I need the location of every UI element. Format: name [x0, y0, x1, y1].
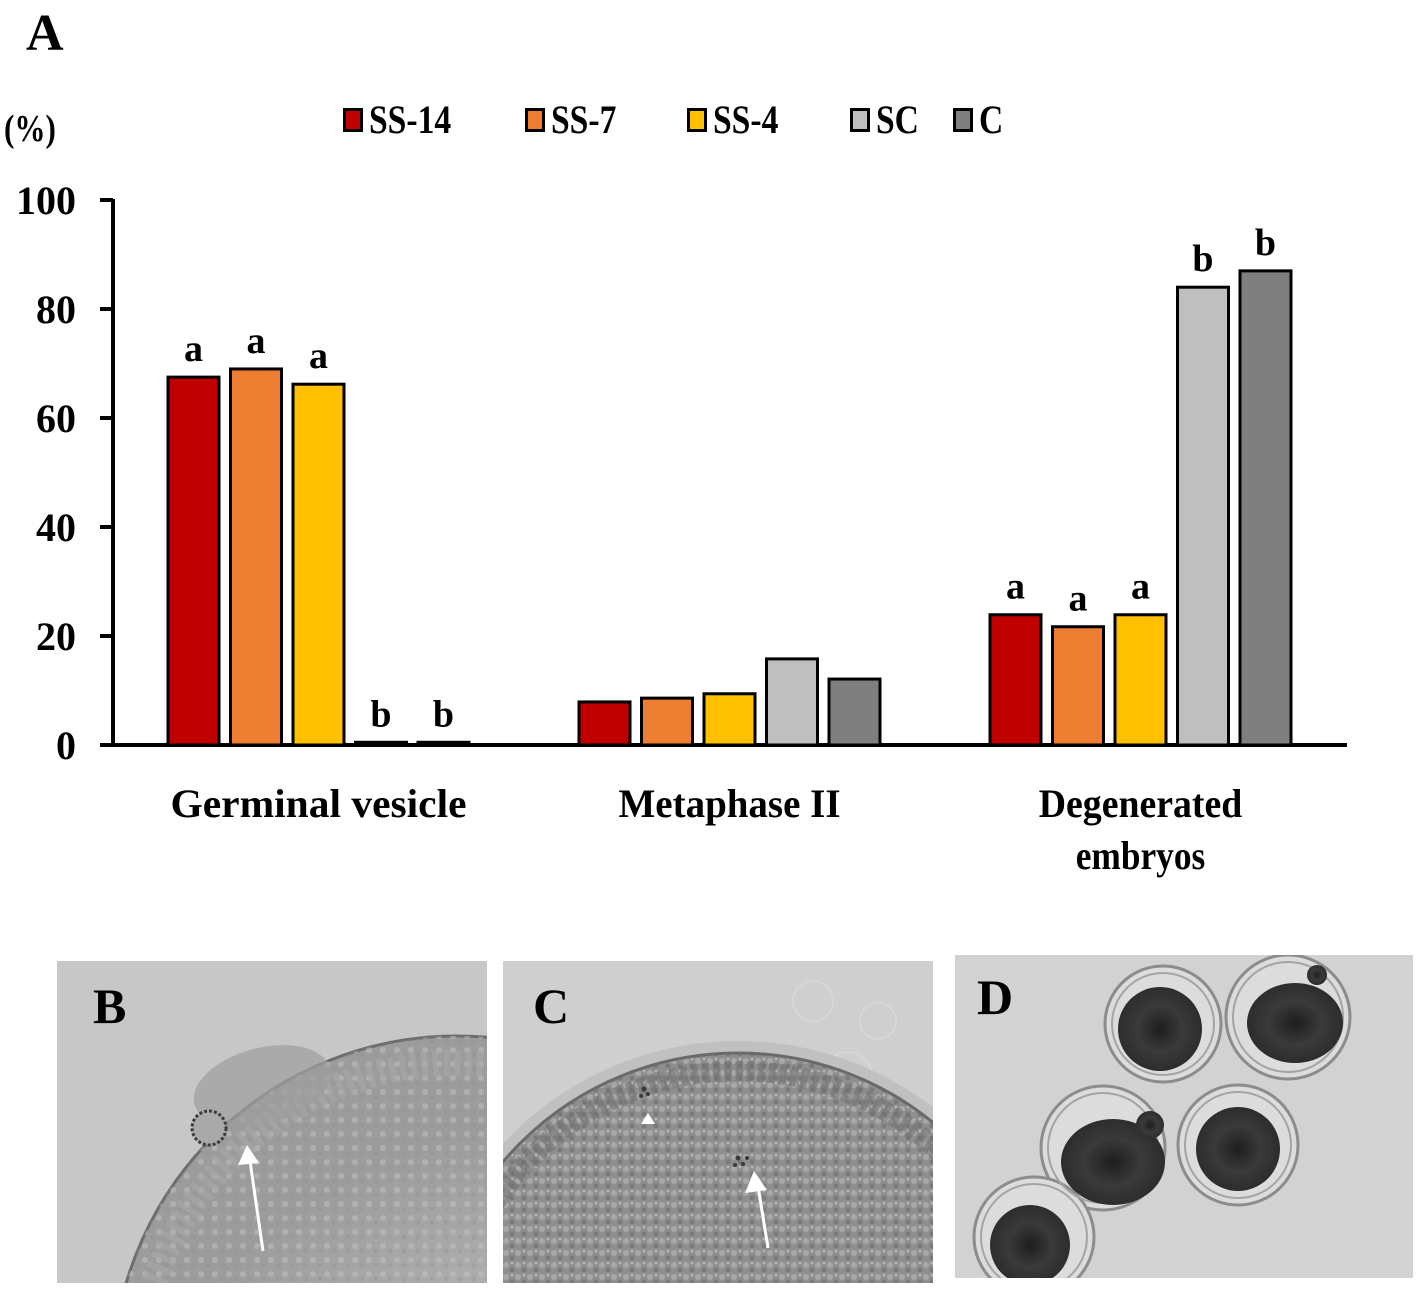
legend-item-ss4: SS-4 [687, 98, 791, 142]
significance-letter: a [1006, 566, 1025, 608]
bar-sc-0 [354, 740, 408, 747]
y-tick-label: 60 [36, 396, 76, 441]
bar-series [166, 269, 1293, 747]
micrograph-d-image [955, 955, 1413, 1278]
legend-item-ss7: SS-7 [525, 98, 629, 142]
bar-c-0 [416, 740, 471, 747]
legend-item-c: C [953, 98, 1008, 142]
legend-label: SS-14 [369, 97, 452, 142]
legend-swatch-ss14 [343, 108, 363, 132]
bar-ss-14-1 [577, 700, 632, 747]
bar-sc-1 [765, 657, 819, 747]
legend-swatch-sc [850, 108, 870, 132]
y-axis-unit-label: (%) [4, 108, 56, 150]
bar-ss-14-0 [166, 375, 221, 747]
significance-letter: b [1255, 222, 1276, 264]
micrograph-c-metaphase-ii: C [503, 961, 933, 1283]
chart-legend: SS-14 SS-7 SS-4 SC C [0, 98, 1418, 142]
legend-label: C [979, 97, 1004, 142]
y-tick-label: 40 [36, 505, 76, 550]
significance-letter: a [1069, 578, 1088, 620]
legend-label: SS-4 [713, 97, 779, 142]
bar-ss-7-2 [1051, 625, 1105, 747]
legend-swatch-ss4 [687, 108, 707, 132]
significance-letter: a [184, 328, 203, 370]
panel-label-b: B [93, 978, 127, 1034]
legend-swatch-c [953, 108, 973, 132]
bar-ss-4-0 [291, 382, 346, 747]
bar-ss-4-1 [702, 692, 757, 747]
significance-letter: a [1131, 566, 1150, 608]
bar-sc-2 [1176, 285, 1230, 747]
significance-letter: b [370, 693, 391, 735]
x-category-label: Degenerated [1039, 781, 1243, 826]
legend-swatch-ss7 [525, 108, 545, 132]
bar-ss-4-2 [1113, 613, 1168, 747]
bar-c-1 [827, 677, 882, 747]
legend-label: SS-7 [551, 97, 617, 142]
significance-letter: b [1192, 238, 1213, 280]
bar-ss-14-2 [988, 613, 1043, 747]
micrograph-b-image [57, 961, 487, 1283]
y-tick-label: 0 [56, 723, 76, 768]
bar-ss-7-0 [229, 367, 283, 747]
bar-ss-7-1 [640, 696, 694, 747]
x-axis-category-labels: Germinal vesicle Metaphase II Degenerated e… [171, 781, 1243, 878]
micrograph-d-degenerated-embryos: D [955, 955, 1413, 1278]
y-tick-label: 20 [36, 614, 76, 659]
legend-label: SC [876, 97, 919, 142]
significance-letter: a [247, 320, 266, 362]
x-category-label: Germinal vesicle [171, 781, 467, 826]
micrograph-c-image [503, 961, 933, 1283]
significance-letter: a [309, 335, 328, 377]
y-tick-label: 100 [16, 178, 76, 223]
micrograph-b-germinal-vesicle: B [57, 961, 487, 1283]
legend-item-sc: SC [850, 98, 927, 142]
bar-c-2 [1238, 269, 1293, 747]
y-tick-label: 80 [36, 287, 76, 332]
panel-label-a: A [26, 5, 64, 62]
panel-label-c: C [533, 978, 570, 1034]
legend-item-ss14: SS-14 [343, 98, 467, 142]
significance-letter: b [433, 693, 454, 735]
x-category-label: embryos [1076, 833, 1206, 878]
panel-label-d: D [977, 969, 1014, 1025]
x-category-label: Metaphase II [619, 781, 841, 826]
